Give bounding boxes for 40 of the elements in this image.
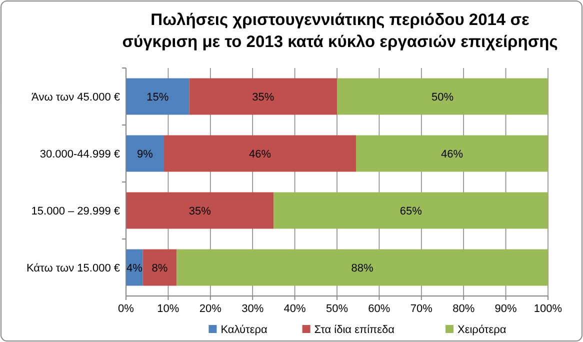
data-label: 46% bbox=[248, 148, 272, 160]
data-label: 35% bbox=[252, 92, 274, 104]
y-tick-label: Άνω των 45.000 € bbox=[32, 92, 120, 104]
bar bbox=[356, 135, 548, 172]
bar bbox=[126, 135, 164, 172]
data-label: 46% bbox=[440, 148, 464, 160]
x-tick-label: 30% bbox=[242, 303, 264, 315]
x-tick-label: 60% bbox=[368, 303, 390, 315]
x-tick-label: 0% bbox=[118, 303, 134, 315]
bar bbox=[126, 78, 190, 115]
bar bbox=[274, 192, 548, 229]
x-tick-label: 90% bbox=[494, 303, 518, 315]
data-label: 65% bbox=[400, 206, 422, 218]
chart-title: Πωλήσεις χριστουγεννιάτικης περιόδου 2014 σε σύγκριση με το 2013 κατά κύκλο εργασιών επιχείρησης bbox=[122, 11, 558, 51]
bar bbox=[126, 192, 274, 229]
y-tick-label: 30.000-44.999 € bbox=[40, 148, 120, 160]
data-label: 9% bbox=[137, 148, 154, 160]
bar bbox=[142, 249, 177, 286]
legend-label: Καλύτερα bbox=[220, 324, 268, 336]
bar bbox=[337, 78, 548, 115]
data-label: 15% bbox=[146, 92, 169, 104]
x-tick-label: 10% bbox=[157, 303, 180, 315]
bar bbox=[189, 78, 337, 115]
data-label: 4% bbox=[126, 262, 143, 274]
data-label: 88% bbox=[351, 262, 374, 274]
legend-label: Χειρότερα bbox=[458, 324, 507, 336]
x-tick-label: 20% bbox=[199, 303, 222, 315]
x-tick-label: 70% bbox=[410, 303, 433, 315]
bar bbox=[164, 135, 356, 172]
data-label: 35% bbox=[188, 206, 212, 218]
y-tick-label: Κάτω των 15.000 € bbox=[26, 262, 120, 274]
x-tick-label: 40% bbox=[284, 303, 306, 315]
bar bbox=[176, 249, 548, 286]
x-tick-label: 80% bbox=[452, 303, 475, 315]
x-tick-label: 50% bbox=[326, 303, 348, 315]
data-label: 50% bbox=[431, 92, 454, 104]
y-tick-label: 15.000 – 29.999 € bbox=[31, 206, 120, 218]
x-tick-label: 100% bbox=[534, 303, 562, 315]
legend-label: Στα ίδια επίπεδα bbox=[314, 324, 396, 336]
data-label: 8% bbox=[152, 262, 168, 274]
